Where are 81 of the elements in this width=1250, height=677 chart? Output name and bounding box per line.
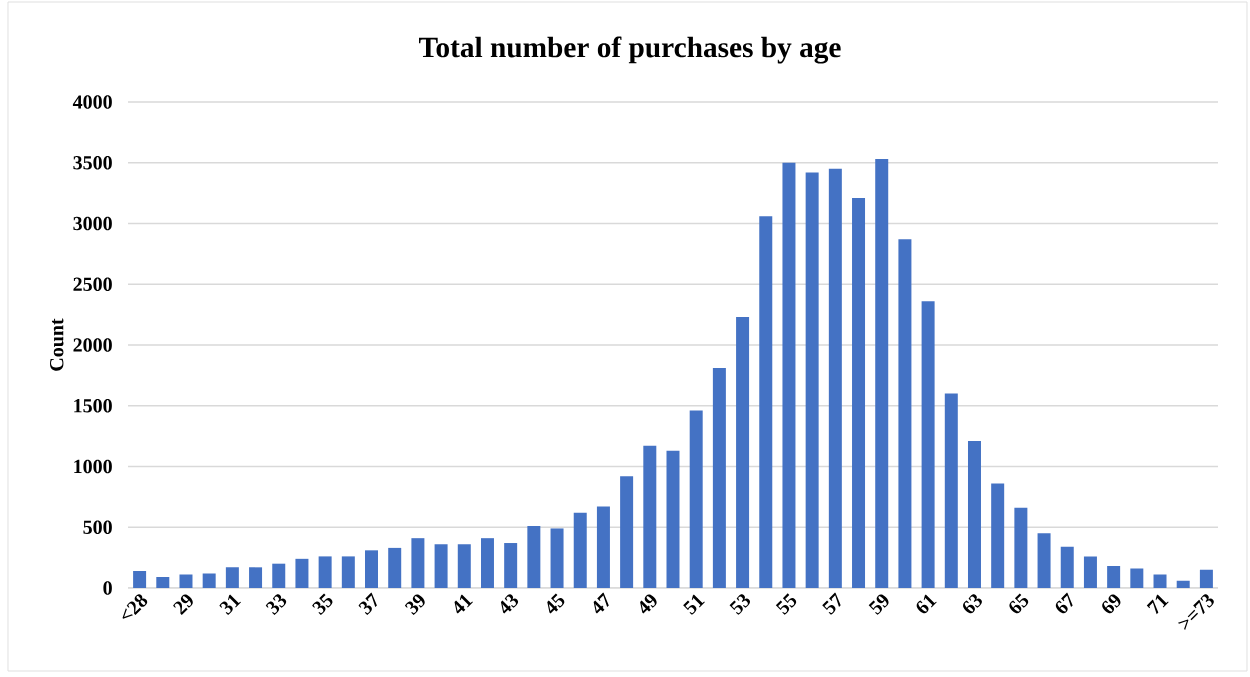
bar	[1083, 556, 1097, 588]
x-tick-label: 55	[775, 593, 797, 615]
bar	[1107, 566, 1121, 588]
x-tick-label: 33	[265, 594, 287, 615]
bar	[480, 538, 494, 588]
bar	[828, 168, 842, 588]
bar	[573, 512, 587, 588]
x-tick-label: <28	[122, 594, 148, 619]
x-tick-label: 67	[1055, 592, 1073, 614]
bar	[550, 528, 564, 588]
bar	[411, 538, 425, 588]
x-tick-label: 29	[173, 594, 193, 616]
bar	[596, 506, 610, 588]
bar	[457, 544, 471, 588]
bar	[272, 563, 286, 588]
bar	[1176, 580, 1190, 588]
x-tick-label: 63	[963, 594, 982, 614]
bar	[249, 567, 263, 588]
bar	[365, 550, 379, 588]
bar	[1153, 574, 1167, 588]
bar	[991, 483, 1005, 588]
bar	[782, 162, 796, 588]
x-tick-label: 61	[916, 594, 937, 614]
bar	[643, 445, 657, 588]
y-tick-label: 4000	[72, 95, 112, 109]
x-tick-label: 71	[1146, 594, 1169, 615]
bar	[1014, 507, 1028, 588]
y-tick-label: 2500	[73, 277, 112, 291]
y-tick-label: 1500	[74, 398, 112, 413]
x-tick-label: 53	[729, 594, 751, 615]
x-tick-label: 39	[404, 594, 425, 615]
chart-title: Total number of purchases by age	[419, 36, 841, 64]
bar	[133, 570, 147, 588]
y-tick-label: 3500	[73, 156, 112, 170]
y-tick-label: 500	[83, 520, 112, 534]
bar	[921, 301, 935, 588]
x-tick-label: 49	[640, 594, 657, 614]
bar	[341, 556, 355, 588]
bar	[434, 544, 448, 588]
bar	[318, 556, 332, 588]
bar	[1130, 568, 1144, 588]
x-tick-label: 43	[500, 594, 519, 614]
bar	[295, 558, 309, 588]
bar	[805, 172, 819, 588]
y-axis-title: Count	[49, 318, 64, 371]
bar	[712, 368, 726, 588]
bar	[202, 573, 216, 588]
bar	[504, 543, 518, 588]
bar	[666, 450, 680, 588]
bar	[967, 440, 981, 588]
y-tick-label: 2000	[73, 338, 112, 352]
x-tick-label: 37	[358, 592, 377, 615]
bar	[1037, 533, 1051, 588]
x-tick-label: 41	[454, 594, 473, 614]
bar	[759, 216, 773, 588]
y-tick-label: 0	[103, 581, 112, 595]
bar	[1199, 569, 1213, 588]
x-tick-label: 57	[822, 592, 841, 615]
x-tick-label: 51	[683, 594, 705, 615]
bar	[898, 239, 912, 588]
y-tick-label: 3000	[73, 216, 112, 231]
x-tick-label: 59	[868, 594, 889, 615]
x-tick-label: 45	[547, 593, 565, 614]
x-tick-label: 35	[312, 593, 333, 615]
y-tick-label: 1000	[74, 459, 112, 474]
bar	[689, 410, 703, 588]
bar	[225, 567, 239, 588]
bar	[388, 547, 402, 588]
x-tick-label: 47	[593, 592, 609, 614]
x-tick-label: 69	[1102, 594, 1121, 614]
bar	[944, 393, 958, 588]
bar	[875, 159, 889, 588]
bar	[736, 317, 750, 588]
x-tick-label: 31	[219, 594, 241, 615]
bar	[179, 574, 193, 588]
bar	[852, 197, 866, 588]
x-tick-label: 65	[1009, 593, 1029, 614]
bar	[156, 577, 170, 588]
bar	[620, 476, 634, 588]
bar	[527, 526, 541, 588]
bar	[1060, 546, 1074, 588]
